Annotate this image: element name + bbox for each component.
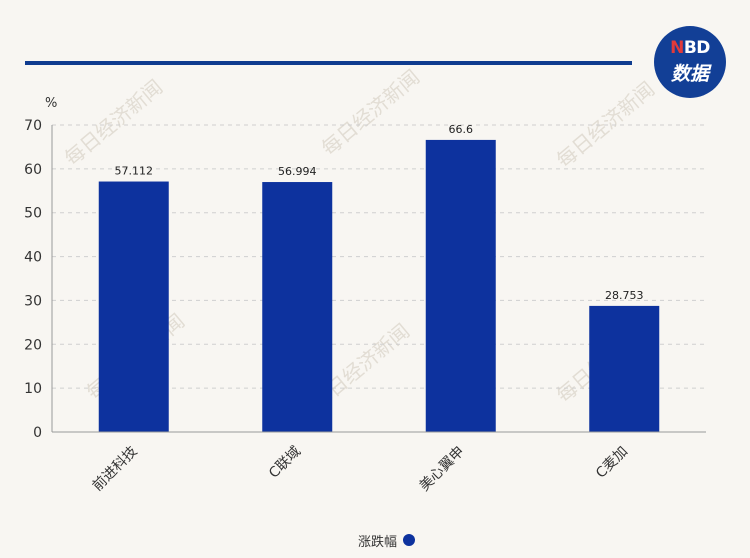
y-tick-label: 60: [24, 162, 42, 178]
bar: [262, 182, 333, 432]
y-tick-label: 50: [24, 206, 42, 222]
watermark-text: 每日经济新闻: [317, 65, 424, 161]
y-tick-label: 10: [24, 381, 42, 397]
bar-value-label: 28.753: [605, 289, 644, 302]
bar: [98, 181, 169, 432]
y-tick-label: 40: [24, 250, 42, 266]
x-tick-label: 美心翼申: [417, 444, 468, 495]
legend-swatch: [403, 534, 416, 546]
bar: [425, 139, 496, 432]
y-tick-label: 30: [24, 293, 42, 309]
watermark-text: 每日经济新闻: [60, 75, 167, 171]
x-axis: 前进科技 C联域 美心翼申 C麦加: [52, 431, 706, 495]
x-tick-label: C麦加: [593, 444, 631, 482]
y-axis-unit: %: [45, 96, 57, 111]
bar: [589, 305, 660, 432]
x-tick-label: 前进科技: [89, 443, 141, 495]
y-axis: 0 10 20 30 40 50 60 70%: [24, 96, 57, 441]
y-tick-label: 20: [24, 337, 42, 353]
bars: 57.112 56.994 66.6 28.753: [98, 123, 660, 432]
legend-label: 涨跌幅: [358, 534, 398, 550]
y-tick-label: 70: [24, 118, 42, 134]
bar-value-label: 66.6: [449, 123, 474, 136]
bar-value-label: 56.994: [278, 165, 317, 178]
legend: 涨跌幅: [358, 531, 416, 550]
logo-line1: NBD: [670, 38, 710, 58]
bar-value-label: 57.112: [115, 165, 154, 178]
logo-line2: 数据: [670, 63, 709, 85]
header-rule: [25, 61, 632, 65]
nbd-logo: NBD 数据: [654, 26, 726, 98]
x-tick-label: C联域: [266, 444, 304, 482]
y-tick-label: 0: [33, 425, 42, 441]
